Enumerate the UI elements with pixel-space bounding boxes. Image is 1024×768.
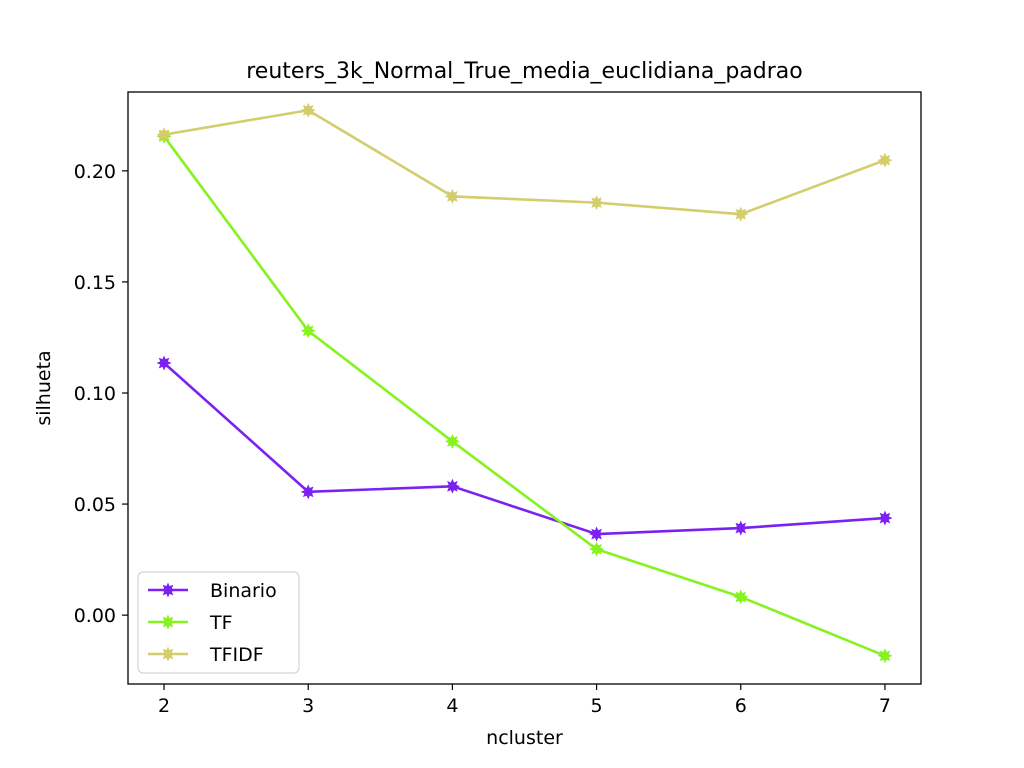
x-axis: 2 3 4 5 6 7 — [158, 684, 891, 717]
x-axis-label: ncluster — [486, 727, 563, 749]
data-point-tf — [444, 433, 460, 449]
y-tick-label: 0.10 — [74, 383, 116, 405]
data-point-tf — [589, 541, 605, 557]
x-tick-label: 5 — [591, 695, 603, 717]
legend-marker-tfidf — [160, 646, 176, 662]
data-point-tfidf — [300, 102, 316, 118]
data-point-tfidf — [444, 188, 460, 204]
data-point-tfidf — [877, 152, 893, 168]
x-tick-label: 7 — [879, 695, 891, 717]
data-point-binario — [300, 484, 316, 500]
data-point-tfidf — [156, 127, 172, 143]
x-tick-label: 3 — [302, 695, 314, 717]
data-point-tf — [300, 323, 316, 339]
series-line-tfidf — [163, 108, 886, 216]
data-point-tf — [733, 589, 749, 605]
data-point-binario — [733, 520, 749, 536]
chart-title: reuters_3k_Normal_True_media_euclidiana_… — [246, 59, 802, 84]
y-tick-label: 0.15 — [74, 272, 116, 294]
series-line-binario — [163, 362, 886, 536]
legend-marker-tf — [160, 614, 176, 630]
data-point-binario — [877, 510, 893, 526]
data-point-binario — [156, 355, 172, 371]
y-axis: 0.00 0.05 0.10 0.15 0.20 — [74, 161, 128, 627]
x-tick-label: 2 — [158, 695, 170, 717]
legend: Binario TF TFIDF — [137, 571, 300, 674]
legend-label-tfidf: TFIDF — [209, 644, 264, 666]
series-line-tf — [163, 135, 886, 657]
y-tick-label: 0.00 — [74, 605, 116, 627]
y-tick-label: 0.05 — [74, 494, 116, 516]
data-point-tf — [877, 648, 893, 664]
axes-frame — [127, 91, 922, 685]
plot-area — [156, 102, 893, 664]
data-point-binario — [589, 526, 605, 542]
data-point-tfidf — [733, 206, 749, 222]
legend-label-tf: TF — [209, 612, 233, 634]
legend-marker-binario — [160, 582, 176, 598]
legend-box — [137, 571, 300, 674]
legend-label-binario: Binario — [210, 580, 277, 602]
y-axis-label: silhueta — [33, 350, 55, 425]
data-point-binario — [444, 478, 460, 494]
y-tick-label: 0.20 — [74, 161, 116, 183]
x-tick-label: 6 — [735, 695, 747, 717]
data-point-tfidf — [589, 195, 605, 211]
x-tick-label: 4 — [446, 695, 458, 717]
